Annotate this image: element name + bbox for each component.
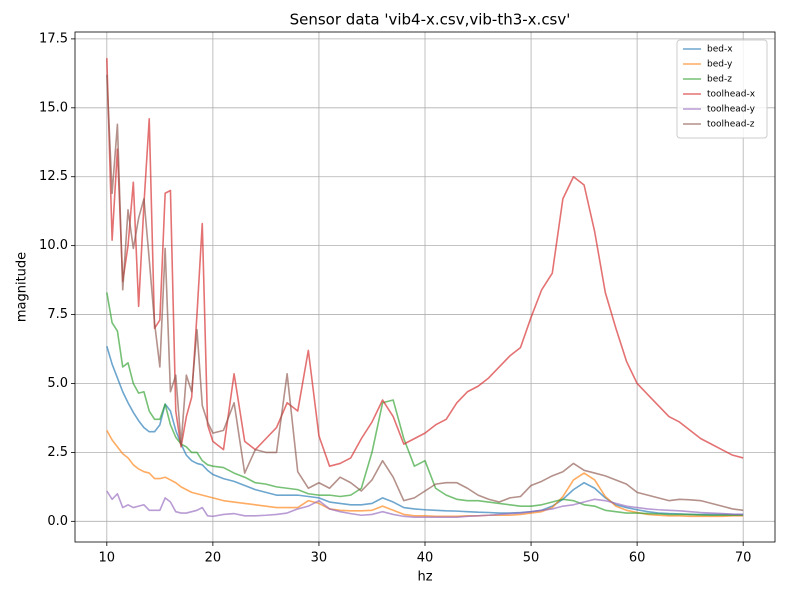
y-tick-label: 15.0 bbox=[39, 100, 68, 115]
y-tick-label: 5.0 bbox=[47, 376, 68, 391]
x-tick-label: 60 bbox=[629, 551, 646, 566]
x-tick-label: 40 bbox=[417, 551, 434, 566]
legend-label: bed-x bbox=[707, 45, 733, 55]
y-tick-label: 10.0 bbox=[39, 238, 68, 253]
x-tick-label: 20 bbox=[205, 551, 222, 566]
y-tick-label: 7.5 bbox=[47, 307, 68, 322]
series-line bbox=[106, 490, 744, 518]
y-tick-label: 12.5 bbox=[39, 169, 68, 184]
legend-label: bed-y bbox=[707, 60, 733, 70]
series-line bbox=[106, 74, 744, 512]
series-line bbox=[106, 292, 744, 517]
legend-label: toolhead-y bbox=[707, 105, 756, 115]
x-axis-label: hz bbox=[417, 570, 432, 585]
y-axis-label: magnitude bbox=[15, 252, 30, 322]
y-tick-label: 0.0 bbox=[47, 514, 68, 529]
series-line bbox=[106, 58, 744, 467]
legend-label: toolhead-x bbox=[707, 90, 756, 100]
plot-frame bbox=[74, 31, 776, 543]
legend-label: bed-z bbox=[707, 75, 732, 85]
x-tick-label: 70 bbox=[735, 551, 752, 566]
x-tick-label: 30 bbox=[311, 551, 328, 566]
x-tick-label: 50 bbox=[523, 551, 540, 566]
series-line bbox=[106, 429, 744, 518]
chart-title: Sensor data 'vib4-x.csv,vib-th3-x.csv' bbox=[290, 11, 571, 29]
y-tick-label: 17.5 bbox=[39, 31, 68, 46]
series-line bbox=[106, 346, 744, 516]
x-tick-label: 10 bbox=[99, 551, 116, 566]
legend-label: toolhead-z bbox=[707, 120, 755, 130]
legend: bed-x bed-y bed-z toolhead-x toolhead-y toolh… bbox=[676, 39, 768, 139]
y-tick-label: 2.5 bbox=[47, 445, 68, 460]
